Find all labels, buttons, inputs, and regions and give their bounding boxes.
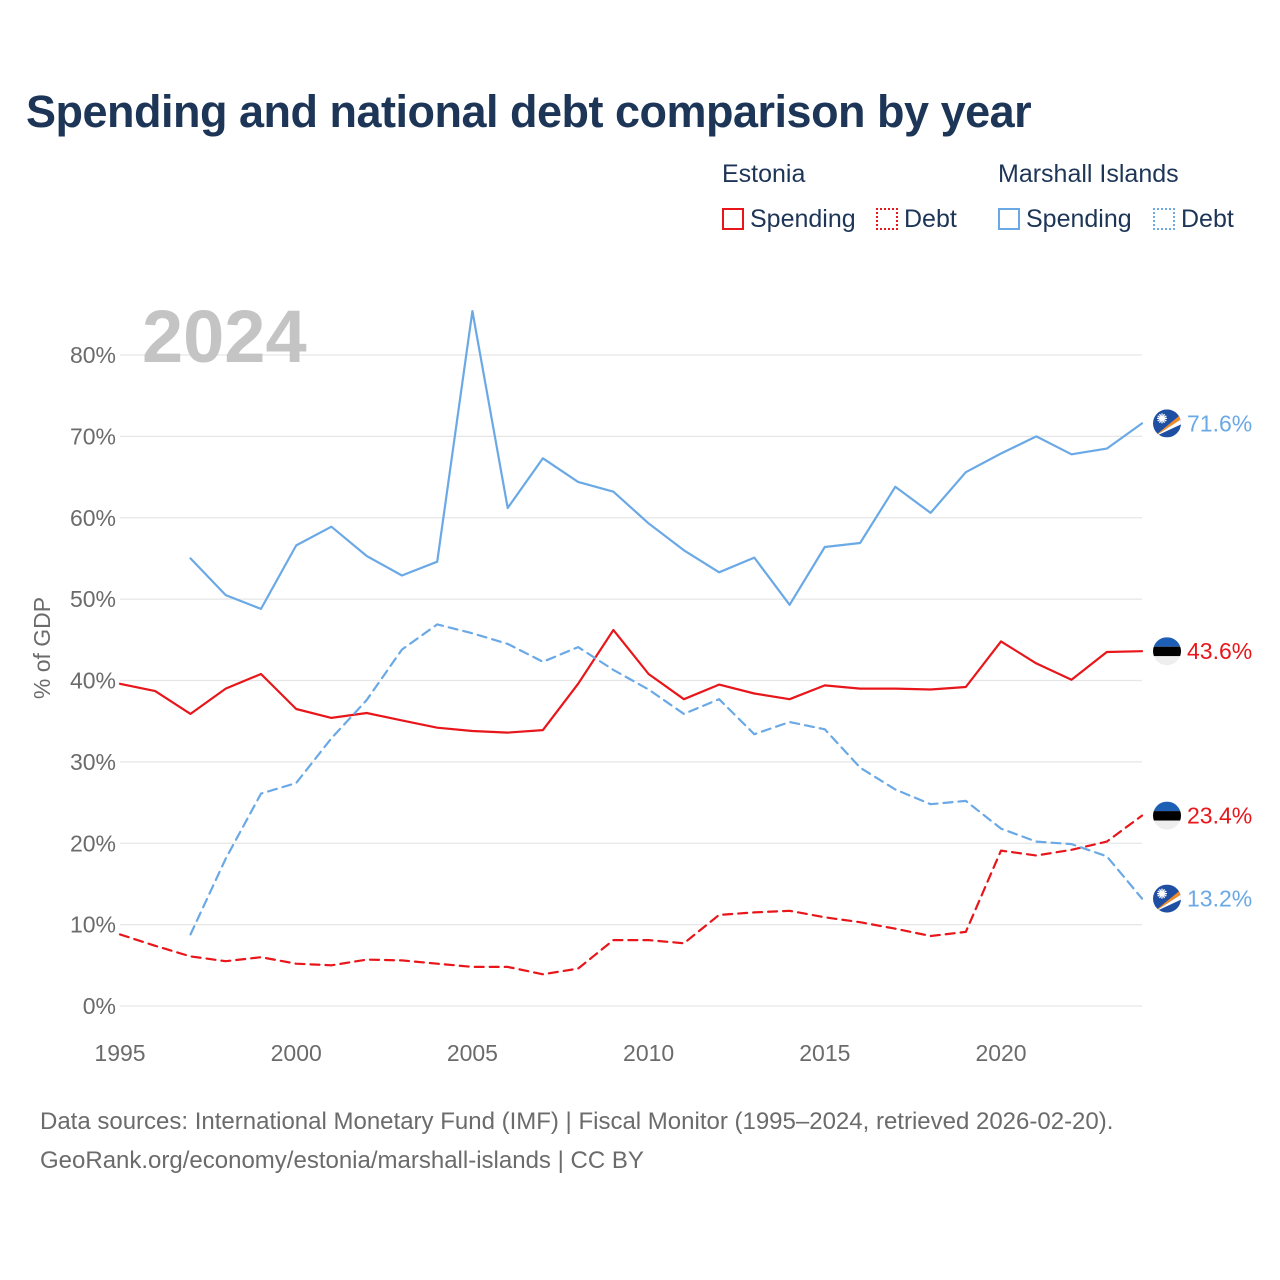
legend-label: Debt [1181, 204, 1234, 233]
y-tick-label: 70% [70, 423, 116, 449]
legend-swatch-dotted-blue [1153, 208, 1175, 230]
y-tick-label: 40% [70, 668, 116, 694]
y-tick-label: 80% [70, 342, 116, 368]
marshall-islands-flag-icon [1153, 884, 1181, 913]
legend-item-estonia-spending[interactable]: Spending [722, 203, 856, 235]
end-value-label: 13.2% [1187, 886, 1252, 912]
legend-swatch-solid-blue [998, 208, 1020, 230]
estonia-flag-icon [1153, 801, 1181, 830]
source-line-2[interactable]: GeoRank.org/economy/estonia/marshall-isl… [40, 1147, 644, 1174]
end-value-label: 43.6% [1187, 638, 1252, 664]
x-tick-label: 2020 [975, 1040, 1026, 1066]
legend-item-marshall-spending[interactable]: Spending [998, 203, 1132, 235]
end-value-label: 23.4% [1187, 803, 1252, 829]
legend-group-marshall-islands: Marshall Islands [998, 160, 1179, 188]
y-tick-label: 50% [70, 586, 116, 612]
y-tick-label: 30% [70, 749, 116, 775]
series-line-marshall-islands-spending[interactable] [189, 310, 1144, 610]
y-tick-label: 0% [83, 993, 116, 1019]
x-tick-label: 1995 [94, 1040, 145, 1066]
year-watermark: 2024 [142, 295, 307, 378]
legend-item-estonia-debt[interactable]: Debt [876, 203, 957, 235]
legend-label: Spending [1026, 204, 1132, 233]
series-line-marshall-islands-debt[interactable] [189, 623, 1144, 936]
x-tick-label: 2015 [799, 1040, 850, 1066]
legend-swatch-solid-red [722, 208, 744, 230]
series-line-estonia-spending[interactable] [118, 628, 1144, 734]
legend-item-marshall-debt[interactable]: Debt [1153, 203, 1234, 235]
y-tick-label: 10% [70, 912, 116, 938]
estonia-flag-icon [1153, 637, 1181, 666]
chart-title: Spending and national debt comparison by… [26, 86, 1032, 137]
series-line-estonia-debt[interactable] [118, 814, 1144, 976]
line-chart: 2024 0% 10% 20% 30% 40% 50% 60% 70% 80% 1995 2000 2… [29, 295, 1252, 1066]
x-tick-label: 2000 [271, 1040, 322, 1066]
y-tick-label: 20% [70, 830, 116, 856]
y-tick-label: 60% [70, 505, 116, 531]
y-axis-label: % of GDP [29, 597, 55, 699]
legend-group-estonia: Estonia [722, 160, 806, 188]
x-tick-label: 2005 [447, 1040, 498, 1066]
legend-swatch-dotted-red [876, 208, 898, 230]
legend-label: Spending [750, 204, 856, 233]
marshall-islands-flag-icon [1153, 409, 1181, 438]
legend-label: Debt [904, 204, 957, 233]
end-value-label: 71.6% [1187, 410, 1252, 436]
x-tick-label: 2010 [623, 1040, 674, 1066]
source-line-1: Data sources: International Monetary Fun… [40, 1108, 1114, 1135]
